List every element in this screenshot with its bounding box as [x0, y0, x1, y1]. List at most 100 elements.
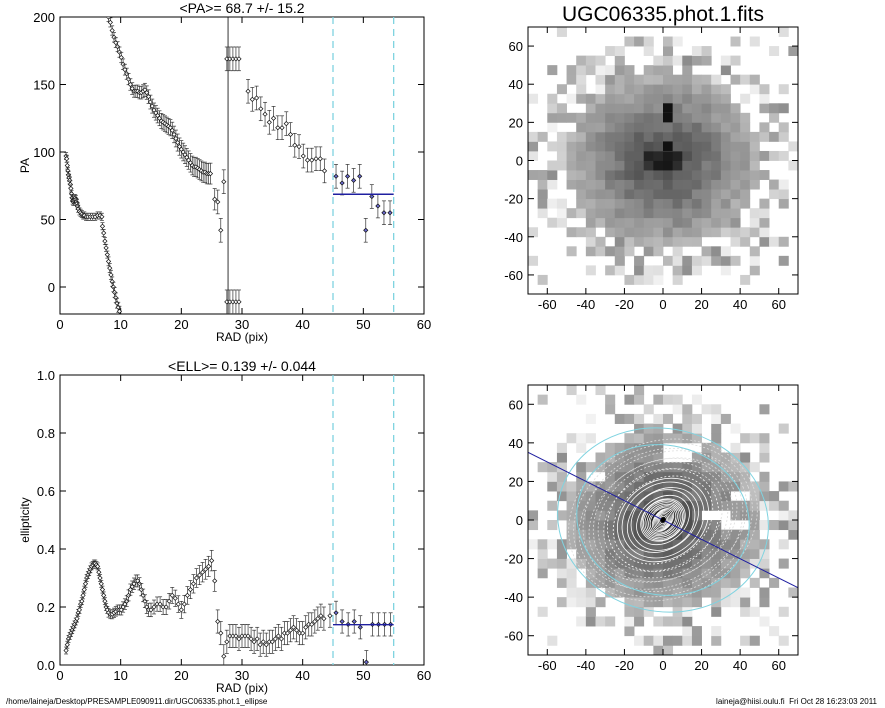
image-pixel — [595, 65, 606, 76]
image-pixel — [585, 520, 596, 531]
data-point — [284, 621, 291, 646]
image-pixel — [643, 198, 654, 209]
data-point — [82, 579, 89, 588]
image-pixel — [634, 568, 645, 579]
image-pixel — [788, 160, 798, 171]
footer-user-timestamp: laineja@hiisi.oulu.fi Fri Oct 28 16:23:0… — [716, 697, 877, 706]
pa-y-axis-label: PA — [18, 158, 32, 173]
data-point — [63, 646, 69, 655]
image-pixel — [749, 462, 760, 473]
image-pixel — [691, 423, 702, 434]
image-pixel — [672, 227, 683, 238]
x-tick-label: 20 — [694, 297, 708, 312]
image-pixel — [701, 558, 712, 569]
image-pixel — [653, 462, 664, 473]
image-pixel — [624, 520, 635, 531]
image-pixel — [556, 131, 567, 142]
image-pixel — [778, 84, 789, 95]
image-pixel — [701, 462, 712, 473]
image-pixel — [585, 131, 596, 142]
image-pixel — [643, 568, 654, 579]
image-pixel — [672, 246, 683, 257]
image-pixel — [634, 150, 645, 161]
image-pixel — [720, 491, 731, 502]
image-pixel — [605, 150, 616, 161]
image-pixel — [691, 491, 702, 502]
image-pixel — [605, 616, 616, 627]
image-pixel — [653, 452, 664, 463]
image-pixel — [653, 160, 664, 171]
image-pixel — [595, 217, 606, 228]
image-pixel — [585, 179, 596, 190]
image-pixel — [691, 141, 702, 152]
image-pixel — [634, 433, 645, 444]
image-pixel — [528, 520, 539, 531]
image-pixel — [740, 74, 751, 85]
image-pixel — [730, 208, 741, 219]
image-pixel — [672, 217, 683, 228]
image-pixel — [605, 189, 616, 200]
image-pixel — [769, 500, 780, 511]
galaxy-center-marker — [660, 517, 666, 523]
isophote-ellipse — [651, 508, 675, 532]
image-pixel — [759, 539, 770, 550]
image-pixel — [653, 413, 664, 424]
image-pixel — [720, 217, 731, 228]
image-pixel — [759, 491, 770, 502]
image-pixel — [682, 520, 693, 531]
image-pixel — [653, 500, 664, 511]
image-pixel — [711, 529, 722, 540]
isophote-ellipse — [573, 442, 753, 598]
image-pixel — [759, 93, 770, 104]
image-pixel — [682, 577, 693, 588]
isophote-ellipse — [640, 498, 686, 542]
isophote-ellipse — [636, 494, 690, 546]
image-pixel — [759, 170, 770, 180]
image-pixel — [614, 413, 625, 424]
image-pixel — [634, 217, 645, 228]
data-point — [218, 218, 224, 243]
image-pixel — [566, 179, 577, 190]
data-point — [236, 289, 242, 314]
image-pixel — [556, 150, 567, 161]
image-pixel — [556, 452, 567, 463]
image-pixel — [653, 208, 664, 219]
image-pixel — [769, 520, 780, 531]
data-point — [116, 305, 123, 314]
image-pixel — [605, 520, 616, 531]
image-pixel — [614, 170, 625, 180]
image-pixel — [759, 236, 770, 247]
y-tick-label: 0.2 — [37, 600, 55, 615]
image-pixel — [566, 150, 577, 161]
data-point — [312, 609, 318, 634]
image-pixel — [576, 141, 587, 152]
data-point — [206, 555, 212, 577]
image-pixel — [663, 568, 674, 579]
image-pixel — [672, 179, 683, 190]
image-pixel — [605, 471, 616, 482]
image-pixel — [749, 160, 760, 171]
image-pixel — [634, 442, 645, 453]
image-pixel — [711, 568, 722, 579]
image-pixel — [556, 462, 567, 473]
image-pixel — [778, 236, 789, 247]
image-pixel — [720, 141, 731, 152]
data-point — [99, 222, 106, 231]
ell-profile-plot: 0 10 20 30 40 50 60 0.0 0.2 0.4 0.6 0.8 1.0 <ELL>= 0.… — [18, 358, 431, 695]
image-pixel — [537, 198, 548, 209]
image-pixel — [566, 65, 577, 76]
image-pixel — [605, 500, 616, 511]
image-pixel — [595, 568, 606, 579]
image-pixel — [547, 65, 558, 76]
image-pixel — [749, 510, 760, 521]
image-pixel — [614, 55, 625, 66]
image-pixel — [749, 84, 760, 95]
image-pixel — [749, 179, 760, 190]
image-pixel — [682, 170, 693, 180]
image-pixel — [585, 548, 596, 559]
image-pixel — [537, 568, 548, 579]
image-pixel — [730, 442, 741, 453]
image-pixel — [605, 179, 616, 190]
image-pixel — [576, 587, 587, 598]
image-pixel — [749, 548, 760, 559]
